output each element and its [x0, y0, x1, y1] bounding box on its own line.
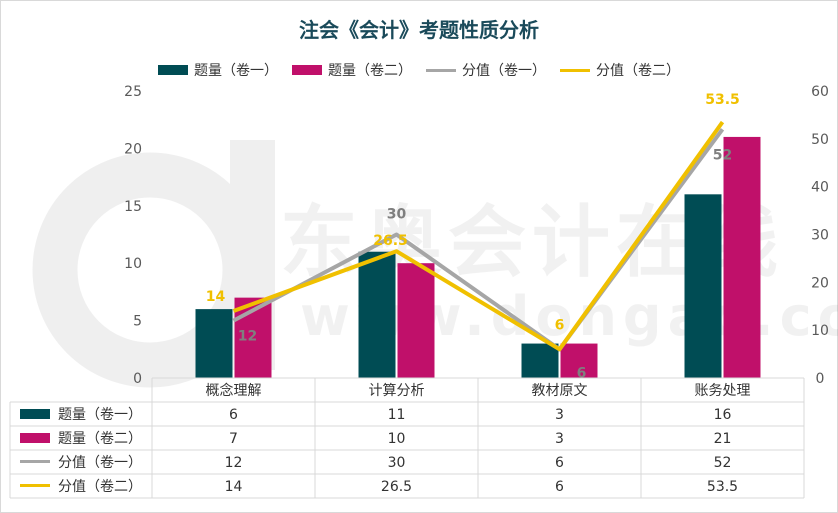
table-key-s3 [20, 484, 50, 487]
chart-title: 注会《会计》考题性质分析 [299, 18, 539, 42]
data-label-s3-0: 14 [206, 289, 226, 305]
legend-swatch-s0 [158, 65, 188, 75]
y-left-tick-label-3: 15 [124, 199, 142, 215]
y-right-tick-label-5: 50 [811, 132, 829, 148]
legend-item-s2: 分值（卷一） [426, 60, 546, 80]
legend-item-s0: 题量（卷一） [158, 60, 278, 80]
y-left-tick-label-5: 25 [124, 84, 142, 100]
line-series-s3 [232, 120, 725, 352]
y-left-tick-label-1: 5 [133, 314, 142, 330]
table-cell-s1-3: 21 [714, 431, 732, 447]
data-label-s3-3: 53.5 [705, 92, 740, 108]
legend-label-s0: 题量（卷一） [194, 63, 278, 79]
bar-s1-2 [560, 343, 598, 378]
bar-s1-1 [397, 263, 435, 378]
bar-s1-3 [723, 136, 761, 378]
y-right-tick-label-0: 0 [816, 371, 825, 387]
bar-s0-2 [521, 343, 559, 378]
table-row-label-s3: 分值（卷二） [58, 479, 142, 495]
table-cell-s0-2: 3 [555, 407, 564, 423]
table-cell-s0-0: 6 [229, 407, 238, 423]
data-label-s2-2: 6 [577, 365, 587, 381]
table-cell-s3-1: 26.5 [381, 479, 412, 495]
table-cell-s1-1: 10 [388, 431, 406, 447]
table-cell-s1-2: 3 [555, 431, 564, 447]
legend-swatch-s2 [426, 68, 456, 72]
table-key-s1 [20, 433, 50, 443]
legend-swatch-s1 [292, 65, 322, 75]
table-cell-s2-2: 6 [555, 455, 564, 471]
x-tick-label-1: 计算分析 [369, 383, 425, 399]
legend-item-s3: 分值（卷二） [560, 60, 680, 80]
table-cell-s2-3: 52 [714, 455, 732, 471]
table-row-label-s0: 题量（卷一） [58, 407, 142, 423]
y-left-tick-label-0: 0 [133, 371, 142, 387]
table-cell-s3-0: 14 [225, 479, 243, 495]
legend-swatch-s3 [560, 68, 590, 72]
table-key-s2 [20, 460, 50, 463]
chart-legend: 题量（卷一） 题量（卷二） 分值（卷一） 分值（卷二） [0, 60, 838, 80]
x-tick-label-0: 概念理解 [206, 382, 262, 399]
table-cell-s0-1: 11 [388, 407, 406, 423]
data-label-s2-0: 12 [238, 329, 257, 345]
y-right-tick-label-4: 40 [811, 180, 829, 196]
y-left-tick-label-4: 20 [124, 141, 142, 157]
legend-label-s2: 分值（卷一） [462, 63, 546, 79]
data-label-s3-2: 6 [555, 317, 565, 333]
y-right-tick-label-2: 20 [811, 275, 829, 291]
table-row-label-s2: 分值（卷一） [58, 455, 142, 471]
bar-s0-1 [358, 251, 396, 378]
bar-s0-3 [684, 194, 722, 378]
data-label-s3-1: 26.5 [373, 233, 408, 249]
table-cell-s0-3: 16 [714, 407, 732, 423]
y-right-tick-label-1: 10 [811, 323, 829, 339]
legend-label-s3: 分值（卷二） [596, 63, 680, 79]
table-row-label-s1: 题量（卷二） [58, 431, 142, 447]
table-cell-s3-3: 53.5 [707, 479, 738, 495]
bar-s0-0 [195, 309, 233, 378]
y-right-tick-label-6: 60 [811, 84, 829, 100]
table-cell-s3-2: 6 [555, 479, 564, 495]
table-cell-s1-0: 7 [229, 431, 238, 447]
y-right-tick-label-3: 30 [811, 228, 829, 244]
table-cell-s2-1: 30 [388, 455, 406, 471]
table-cell-s2-0: 12 [225, 455, 243, 471]
table-key-s0 [20, 409, 50, 419]
line-series-s2 [232, 128, 725, 352]
data-label-s2-3: 52 [713, 147, 732, 163]
y-left-tick-label-2: 10 [124, 256, 142, 272]
data-label-s2-1: 30 [387, 207, 407, 223]
legend-label-s1: 题量（卷二） [328, 63, 412, 79]
legend-item-s1: 题量（卷二） [292, 60, 412, 80]
x-tick-label-3: 账务处理 [695, 383, 751, 399]
x-tick-label-2: 教材原文 [532, 383, 588, 399]
